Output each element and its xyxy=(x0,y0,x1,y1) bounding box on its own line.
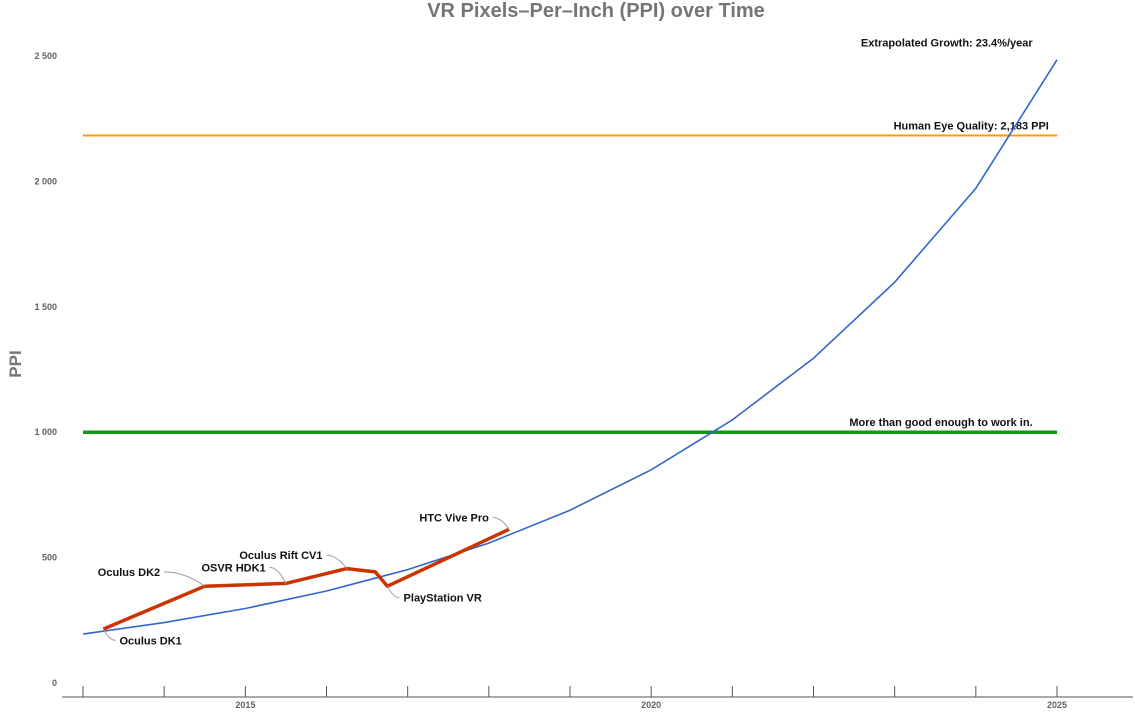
chart-title: VR Pixels–Per–Inch (PPI) over Time xyxy=(427,0,765,22)
x-tick-label: 2020 xyxy=(641,700,661,710)
annotation-leader xyxy=(492,516,510,530)
y-tick-label: 0 xyxy=(52,678,57,688)
y-tick-label: 1 000 xyxy=(34,427,57,437)
annotation-leader xyxy=(269,566,287,584)
trend-series-line xyxy=(82,59,1058,635)
reference-line-label: Human Eye Quality: 2,183 PPI xyxy=(894,121,1049,133)
annotation-label: Oculus DK2 xyxy=(98,567,160,579)
annotation-leader xyxy=(164,571,206,587)
annotation-leader xyxy=(326,554,348,569)
y-tick-label: 500 xyxy=(42,553,57,563)
annotation-label: PlayStation VR xyxy=(404,593,482,605)
y-tick-label: 2 000 xyxy=(34,176,57,186)
headset-series-line xyxy=(102,527,510,631)
y-tick-label: 1 500 xyxy=(34,302,57,312)
annotation-leader xyxy=(102,628,116,641)
x-axis: 2015 2020 2025 xyxy=(62,686,1133,710)
annotation-leader xyxy=(386,585,400,599)
annotations: Extrapolated Growth: 23.4%/year Oculus DK… xyxy=(98,37,1034,647)
annotation-label: OSVR HDK1 xyxy=(201,562,265,574)
series xyxy=(82,59,1058,635)
reference-line-label: More than good enough to work in. xyxy=(849,417,1032,429)
y-tick-label: 2 500 xyxy=(34,51,57,61)
reference-lines: Human Eye Quality: 2,183 PPI More than go… xyxy=(83,121,1057,434)
y-axis-ticks: 0 500 1 000 1 500 2 000 2 500 xyxy=(34,51,57,688)
annotation-label: Oculus DK1 xyxy=(119,635,181,647)
annotation-label: Extrapolated Growth: 23.4%/year xyxy=(861,37,1033,49)
annotation-label: HTC Vive Pro xyxy=(419,512,489,524)
annotation-label: Oculus Rift CV1 xyxy=(239,550,322,562)
x-tick-label: 2015 xyxy=(235,700,255,710)
x-tick-label: 2025 xyxy=(1047,700,1067,710)
y-axis-label: PPI xyxy=(6,350,25,377)
